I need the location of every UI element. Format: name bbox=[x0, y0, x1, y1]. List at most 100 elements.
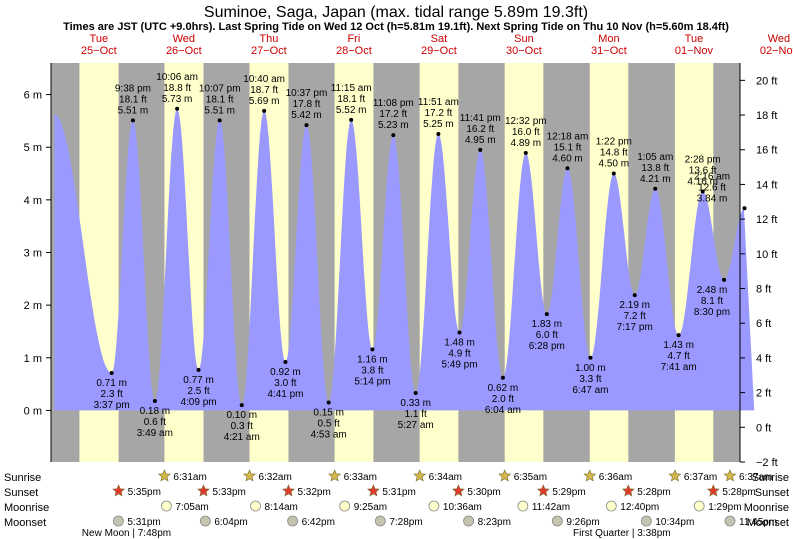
moonset-time: 5:31pm bbox=[127, 517, 160, 528]
tide-label: 1:22 pm bbox=[596, 137, 632, 148]
day-name: Mon bbox=[598, 33, 619, 45]
moonrise-icon bbox=[428, 500, 440, 512]
moonset-icon bbox=[199, 515, 211, 527]
tide-label: 3.84 m bbox=[697, 193, 728, 204]
tide-label: 5.23 m bbox=[378, 120, 409, 131]
sunrise-time: 6:35am bbox=[514, 472, 547, 483]
low-tide-point bbox=[196, 367, 201, 372]
sunrise-icon bbox=[723, 469, 737, 482]
chart-title: Suminoe, Saga, Japan (max. tidal range 5… bbox=[204, 4, 588, 21]
day-name: Fri bbox=[347, 33, 360, 45]
day-name: Thu bbox=[259, 33, 278, 45]
sunrise-icon bbox=[498, 469, 512, 482]
sunrise-icon bbox=[328, 469, 342, 482]
tide-label: 16.0 ft bbox=[512, 127, 540, 138]
y-tick-label-m: 5 m bbox=[24, 142, 42, 154]
y-tick-label-ft: −2 ft bbox=[756, 457, 778, 469]
sunrise-time: 6:37am bbox=[739, 472, 772, 483]
moonrise-row-label-left: Moonrise bbox=[4, 502, 49, 514]
moonrise-icon bbox=[605, 500, 617, 512]
tide-label: 18.1 ft bbox=[206, 94, 234, 105]
moonset-time: 8:23pm bbox=[478, 517, 511, 528]
moonset-time: 7:28pm bbox=[389, 517, 422, 528]
high-tide-point bbox=[611, 171, 616, 176]
tide-label: 0.71 m bbox=[96, 378, 127, 389]
tide-curve bbox=[54, 108, 755, 411]
tide-label: 2.0 ft bbox=[492, 394, 514, 405]
y-tick-label-ft: 0 ft bbox=[756, 422, 771, 434]
sunset-icon bbox=[281, 484, 295, 497]
tide-label: 5.25 m bbox=[423, 119, 454, 130]
sunrise-icon bbox=[668, 469, 682, 482]
sunrise-time: 6:37am bbox=[684, 472, 717, 483]
moonrise-time: 8:14am bbox=[265, 502, 298, 513]
tide-label: 0.62 m bbox=[488, 383, 519, 394]
y-tick-label-ft: 18 ft bbox=[756, 110, 777, 122]
moonrise-icon bbox=[250, 500, 261, 512]
tide-label: 4.95 m bbox=[465, 135, 496, 146]
moonrise-icon bbox=[339, 500, 351, 512]
tide-label: 0.92 m bbox=[270, 367, 301, 378]
tide-label: 10:07 pm bbox=[199, 83, 241, 94]
moonset-time: 10:34pm bbox=[655, 517, 694, 528]
sunset-icon bbox=[451, 484, 465, 497]
low-tide-point bbox=[152, 398, 157, 403]
tide-label: 7:17 pm bbox=[617, 322, 653, 333]
tide-label: 5:49 pm bbox=[441, 360, 477, 371]
tide-label: 3.0 ft bbox=[274, 378, 296, 389]
tide-label: 5.51 m bbox=[204, 105, 235, 116]
moonrise-time: 10:36am bbox=[443, 502, 482, 513]
day-name: Sat bbox=[431, 33, 448, 45]
low-tide-point bbox=[457, 330, 462, 335]
low-tide-point bbox=[283, 359, 288, 364]
y-tick-label-m: 2 m bbox=[24, 300, 42, 312]
tide-label: 5.73 m bbox=[162, 94, 193, 105]
tide-label: 1.48 m bbox=[444, 338, 475, 349]
moonset-icon bbox=[724, 515, 736, 527]
sunrise-time: 6:33am bbox=[344, 472, 377, 483]
tide-label: 4:21 am bbox=[224, 432, 260, 443]
tide-area bbox=[54, 108, 755, 411]
low-tide-point bbox=[544, 312, 549, 317]
y-tick-label-m: 3 m bbox=[24, 247, 42, 259]
tide-label: 12:18 am bbox=[547, 131, 589, 142]
sunset-time: 5:30pm bbox=[467, 487, 500, 498]
high-tide-point bbox=[436, 132, 441, 137]
day-date: 30−Oct bbox=[506, 45, 542, 57]
sunset-time: 5:31pm bbox=[382, 487, 415, 498]
sunrise-icon bbox=[413, 469, 427, 482]
sunrise-icon bbox=[243, 469, 256, 482]
y-tick-label-ft: 2 ft bbox=[756, 388, 771, 400]
tide-label: 2:16 am bbox=[694, 171, 730, 182]
tide-label: 18.1 ft bbox=[119, 94, 147, 105]
tide-label: 10:37 pm bbox=[286, 88, 328, 99]
tide-label: 4:09 pm bbox=[180, 397, 216, 408]
tide-label: 1.83 m bbox=[532, 319, 563, 330]
tide-label: 8.1 ft bbox=[701, 296, 723, 307]
tide-label: 9:38 pm bbox=[115, 83, 151, 94]
high-tide-point bbox=[478, 147, 483, 152]
day-name: Sun bbox=[514, 33, 534, 45]
day-date: 02−Nov bbox=[760, 45, 793, 57]
sunrise-row-label-left: Sunrise bbox=[4, 472, 41, 484]
sunrise-time: 6:34am bbox=[429, 472, 462, 483]
day-date: 25−Oct bbox=[81, 45, 117, 57]
sunset-time: 5:32pm bbox=[297, 487, 330, 498]
tide-label: 0.33 m bbox=[400, 398, 431, 409]
moonset-icon bbox=[551, 515, 563, 527]
moonset-icon bbox=[463, 515, 474, 527]
high-tide-point bbox=[175, 106, 180, 111]
tide-label: 0.6 ft bbox=[144, 417, 166, 428]
tide-label: 4.7 ft bbox=[668, 351, 690, 362]
moonset-row-label-left: Moonset bbox=[4, 517, 46, 529]
high-tide-point bbox=[700, 189, 705, 194]
sunset-icon bbox=[366, 484, 380, 497]
tide-label: 3.3 ft bbox=[579, 374, 601, 385]
sunset-row-label-right: Sunset bbox=[755, 487, 789, 499]
tide-label: 18.1 ft bbox=[337, 94, 365, 105]
sunset-icon bbox=[536, 484, 550, 497]
tide-label: 6:28 pm bbox=[529, 341, 565, 352]
sunset-time: 5:35pm bbox=[128, 487, 161, 498]
moonset-icon bbox=[374, 515, 386, 527]
tide-label: 17.2 ft bbox=[424, 108, 452, 119]
